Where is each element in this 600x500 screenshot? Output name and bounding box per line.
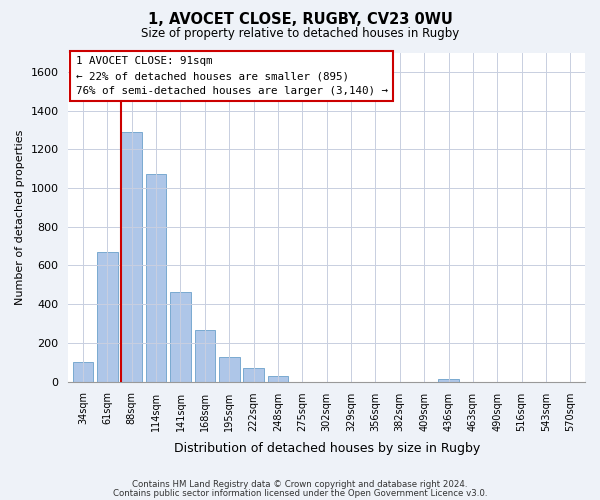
Text: 1, AVOCET CLOSE, RUGBY, CV23 0WU: 1, AVOCET CLOSE, RUGBY, CV23 0WU <box>148 12 452 28</box>
Bar <box>121 132 142 382</box>
Y-axis label: Number of detached properties: Number of detached properties <box>15 130 25 305</box>
Bar <box>73 362 94 382</box>
Bar <box>438 379 459 382</box>
Bar <box>268 376 289 382</box>
Bar <box>243 368 264 382</box>
X-axis label: Distribution of detached houses by size in Rugby: Distribution of detached houses by size … <box>173 442 480 455</box>
Bar <box>97 252 118 382</box>
Bar <box>194 330 215 382</box>
Bar <box>146 174 166 382</box>
Text: Size of property relative to detached houses in Rugby: Size of property relative to detached ho… <box>141 28 459 40</box>
Text: Contains HM Land Registry data © Crown copyright and database right 2024.: Contains HM Land Registry data © Crown c… <box>132 480 468 489</box>
Bar <box>219 357 239 382</box>
Text: Contains public sector information licensed under the Open Government Licence v3: Contains public sector information licen… <box>113 489 487 498</box>
Text: 1 AVOCET CLOSE: 91sqm
← 22% of detached houses are smaller (895)
76% of semi-det: 1 AVOCET CLOSE: 91sqm ← 22% of detached … <box>76 56 388 96</box>
Bar <box>170 292 191 382</box>
